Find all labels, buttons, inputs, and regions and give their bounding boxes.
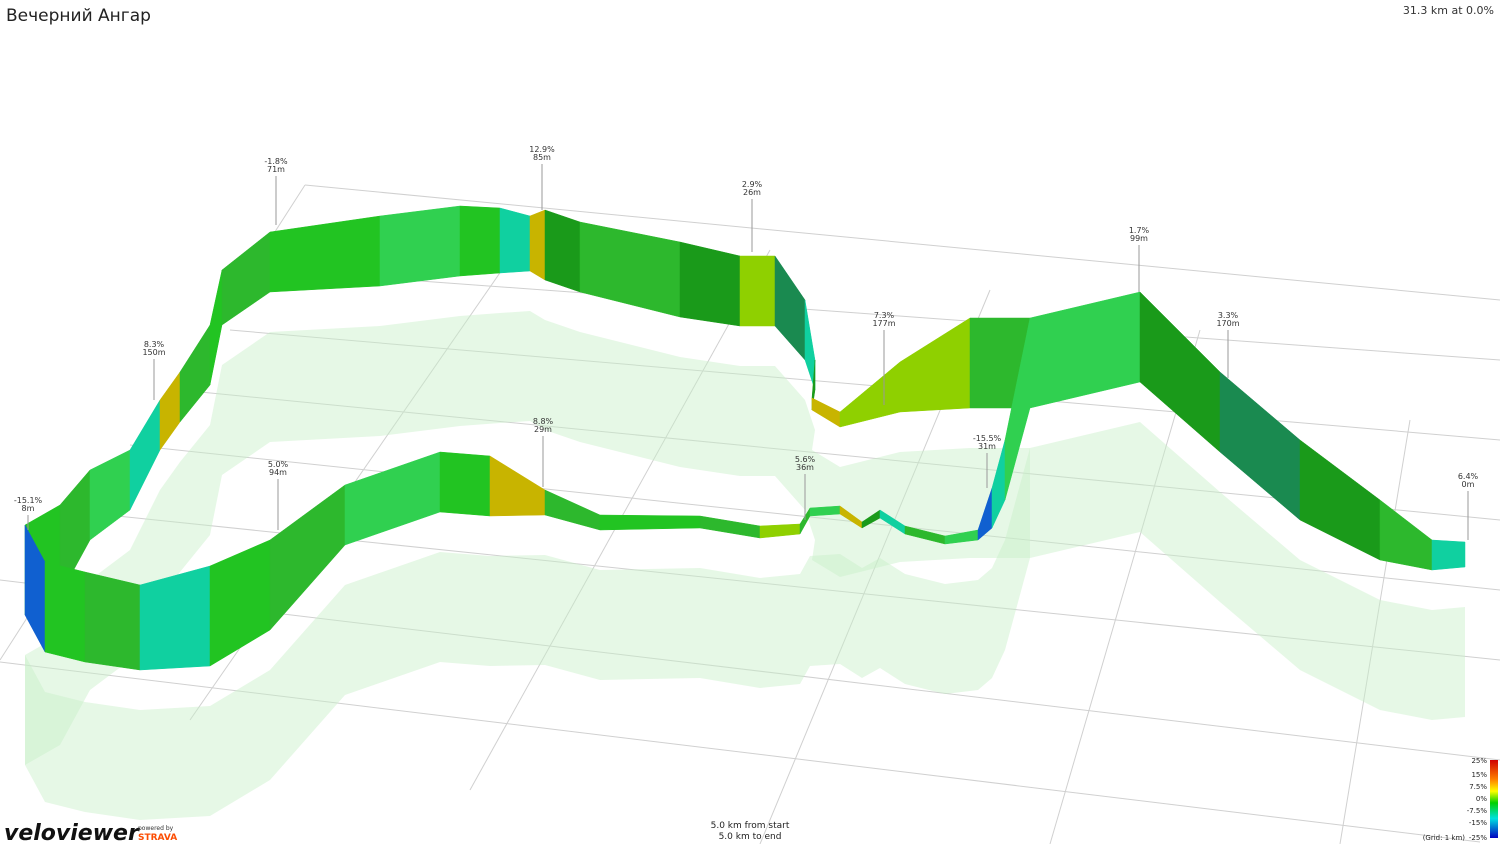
marker-distance: 0m [1462, 480, 1475, 489]
route-segment [811, 397, 841, 428]
marker-distance: 71m [267, 165, 285, 174]
legend-tick: 15% [1471, 771, 1487, 779]
route-segment [1004, 317, 1031, 501]
legend-tick: -25% [1469, 834, 1487, 842]
route-segment [599, 514, 701, 531]
marker-grade: -15.5% [973, 434, 1002, 443]
marker-grade: 6.4% [1458, 472, 1479, 481]
route-segment [529, 209, 546, 281]
route-segment [159, 371, 181, 451]
marker-grade: 5.6% [795, 455, 816, 464]
to-end: 5.0 km to end [719, 832, 782, 842]
logo: veloviewer [4, 821, 140, 844]
marker-distance: 170m [1216, 319, 1239, 328]
title: Вечерний Ангар [6, 6, 151, 26]
route-segment [179, 324, 211, 423]
color-bar [1490, 760, 1498, 838]
marker-grade: 7.3% [874, 311, 895, 320]
route-segment [44, 561, 86, 663]
marker-distance: 85m [533, 153, 551, 162]
legend-tick: 7.5% [1469, 783, 1487, 791]
route-segment [1219, 371, 1301, 521]
status: 31.3 km at 0.0% [1403, 4, 1494, 17]
route-segment [839, 361, 901, 428]
powered-by: powered by [138, 825, 174, 832]
route-segment [89, 449, 131, 541]
from-start: 5.0 km from start [711, 821, 790, 831]
route-segment [459, 205, 501, 277]
marker-distance: 26m [743, 188, 761, 197]
route-segment [221, 231, 271, 326]
route-segment [344, 451, 441, 546]
marker-distance: 29m [534, 425, 552, 434]
marker-distance: 150m [142, 348, 165, 357]
route-segment [209, 269, 223, 386]
route-segment [379, 205, 461, 287]
route-segment [499, 207, 531, 274]
route-segment [774, 255, 806, 361]
route-segment [739, 255, 776, 327]
route-segment [439, 451, 491, 517]
route-segment [129, 399, 161, 511]
route-segment [579, 221, 681, 318]
marker-distance: 177m [872, 319, 895, 328]
route-segment [269, 215, 381, 293]
legend-tick: 25% [1471, 757, 1487, 765]
route-segment [489, 455, 546, 517]
marker-grade: 2.9% [742, 180, 763, 189]
marker-grade: 8.3% [144, 340, 165, 349]
marker-distance: 31m [978, 442, 996, 451]
route-segment [699, 515, 761, 539]
marker-distance: 94m [269, 468, 287, 477]
route-segment [679, 241, 741, 327]
route-segment [1029, 291, 1141, 409]
route-shadow [25, 448, 1030, 820]
marker-distance: 36m [796, 463, 814, 472]
route-segment [1139, 291, 1221, 453]
markers: -1.8%71m 12.9%85m 2.9%26m 1.7%99m 8.3%150m 7.… [14, 145, 1479, 540]
marker-grade: 12.9% [529, 145, 555, 154]
route-segment [1299, 439, 1381, 561]
route-segment [209, 539, 271, 667]
route-segment [84, 571, 141, 671]
marker-grade: 3.3% [1218, 311, 1239, 320]
legend-tick: -15% [1469, 819, 1487, 827]
strava: STRAVA [138, 833, 177, 843]
legend-tick: 0% [1476, 795, 1487, 803]
marker-distance: 99m [1130, 234, 1148, 243]
marker-grade: -1.8% [264, 157, 288, 166]
route-segment [1431, 539, 1466, 571]
marker-grade: 8.8% [533, 417, 554, 426]
route-segment [899, 317, 971, 413]
grid-note: (Grid: 1 km) [1423, 834, 1466, 842]
marker-grade: 5.0% [268, 460, 289, 469]
marker-grade: -15.1% [14, 496, 43, 505]
legend-tick: -7.5% [1467, 807, 1488, 815]
marker-distance: 8m [22, 504, 35, 513]
route-segment [544, 209, 581, 293]
legend: 25% 15% 7.5% 0% -7.5% -15% -25%(Grid: 1 km) [1423, 757, 1488, 842]
marker-grade: 1.7% [1129, 226, 1150, 235]
route-shadow [25, 311, 1465, 765]
route-segment [544, 489, 601, 531]
route-segment [759, 523, 801, 539]
route-segment [809, 505, 841, 517]
route-ribbon [24, 205, 1466, 820]
